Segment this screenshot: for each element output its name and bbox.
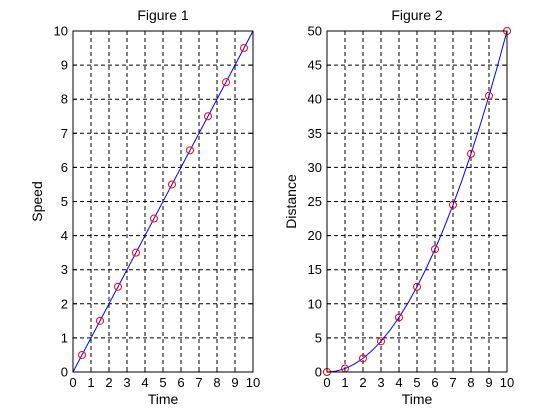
figure-2-x-tick-label: 5 xyxy=(413,375,420,390)
figure-2-y-tick-label: 25 xyxy=(308,194,322,209)
figure-1-x-tick-label: 9 xyxy=(231,375,238,390)
figure-1-x-tick-label: 5 xyxy=(159,375,166,390)
figure-1-y-tick-label: 6 xyxy=(61,160,68,175)
figure-1-y-tick-label: 7 xyxy=(61,126,68,141)
figure-1-y-tick-label: 5 xyxy=(61,194,68,209)
figure-1-x-tick-label: 7 xyxy=(195,375,202,390)
figure-2-x-tick-label: 8 xyxy=(467,375,474,390)
figure-1-x-tick-label: 0 xyxy=(69,375,76,390)
figure-1-x-tick-label: 3 xyxy=(123,375,130,390)
figure-1-y-tick-label: 3 xyxy=(61,262,68,277)
figure-1-curve xyxy=(72,30,254,373)
figure-2-y-tick-label: 30 xyxy=(308,160,322,175)
figure-1-x-tick-label: 1 xyxy=(87,375,94,390)
figure-1-y-tick-label: 9 xyxy=(61,58,68,73)
figure-2-y-axis-label: Distance xyxy=(283,174,299,229)
figure-2-y-tick-label: 15 xyxy=(308,262,322,277)
figure-1-y-tick-label: 4 xyxy=(61,228,68,243)
figure-2-y-tick-label: 50 xyxy=(308,24,322,39)
figure-1-data-point xyxy=(186,146,194,155)
figure-1-x-tick-label: 6 xyxy=(177,375,184,390)
figure-1-data-point xyxy=(96,316,104,325)
figure-2-title: Figure 2 xyxy=(391,7,443,23)
figure-2-data-point xyxy=(413,282,421,291)
figure-2-x-tick-label: 9 xyxy=(485,375,492,390)
figure-2-curve xyxy=(326,30,508,373)
figure-2-data-point xyxy=(395,313,403,322)
figure-2-x-tick-label: 1 xyxy=(341,375,348,390)
figure-2-y-tick-label: 20 xyxy=(308,228,322,243)
figure-2-data-point xyxy=(467,149,475,158)
figure-1-data-point xyxy=(78,350,86,359)
figure-1-x-tick-label: 4 xyxy=(141,375,148,390)
figure-2-data-point xyxy=(359,354,367,363)
figure-2-data-point xyxy=(431,245,439,254)
figure-1-x-axis-label: Time xyxy=(148,391,179,407)
figure-1-y-tick-label: 8 xyxy=(61,92,68,107)
figure-1-data-point xyxy=(222,78,230,87)
figure-2-x-axis-label: Time xyxy=(402,391,433,407)
figure-2-x-tick-label: 0 xyxy=(323,375,330,390)
figure-1-data-point xyxy=(150,214,158,223)
figure-2-x-tick-label: 6 xyxy=(431,375,438,390)
figure-2-y-tick-label: 35 xyxy=(308,126,322,141)
figure-2-x-tick-label: 3 xyxy=(377,375,384,390)
figure-2-data-point xyxy=(485,91,493,100)
figure-2-y-tick-label: 0 xyxy=(315,365,322,380)
figure-1-y-tick-label: 1 xyxy=(61,330,68,345)
figure-2-x-tick-label: 4 xyxy=(395,375,402,390)
figure-2-x-tick-label: 10 xyxy=(500,375,514,390)
figure-2-x-tick-label: 7 xyxy=(449,375,456,390)
figure-1-x-tick-label: 10 xyxy=(246,375,260,390)
figure-1-data-point xyxy=(240,44,248,53)
figure-2-data-point xyxy=(377,337,385,346)
figure-1-x-tick-label: 2 xyxy=(105,375,112,390)
figure-2-y-tick-label: 5 xyxy=(315,330,322,345)
figure-1-data-point xyxy=(132,248,140,257)
figure-1-y-tick-label: 0 xyxy=(61,365,68,380)
figure-1-y-tick-label: 10 xyxy=(54,24,68,39)
figure-2-y-tick-label: 40 xyxy=(308,92,322,107)
figure-1-data-point xyxy=(168,180,176,189)
figure-2-data-point xyxy=(449,200,457,209)
figure-1-data-point xyxy=(114,282,122,291)
figure-2-x-tick-label: 2 xyxy=(359,375,366,390)
figure-1-title: Figure 1 xyxy=(137,7,189,23)
figure-1-y-tick-label: 2 xyxy=(61,296,68,311)
figure-1-data-point xyxy=(204,112,212,121)
figure-2-y-tick-label: 45 xyxy=(308,58,322,73)
figure-2-y-tick-label: 10 xyxy=(308,296,322,311)
figure-1-x-tick-label: 8 xyxy=(213,375,220,390)
figure-1-y-axis-label: Speed xyxy=(29,181,45,221)
